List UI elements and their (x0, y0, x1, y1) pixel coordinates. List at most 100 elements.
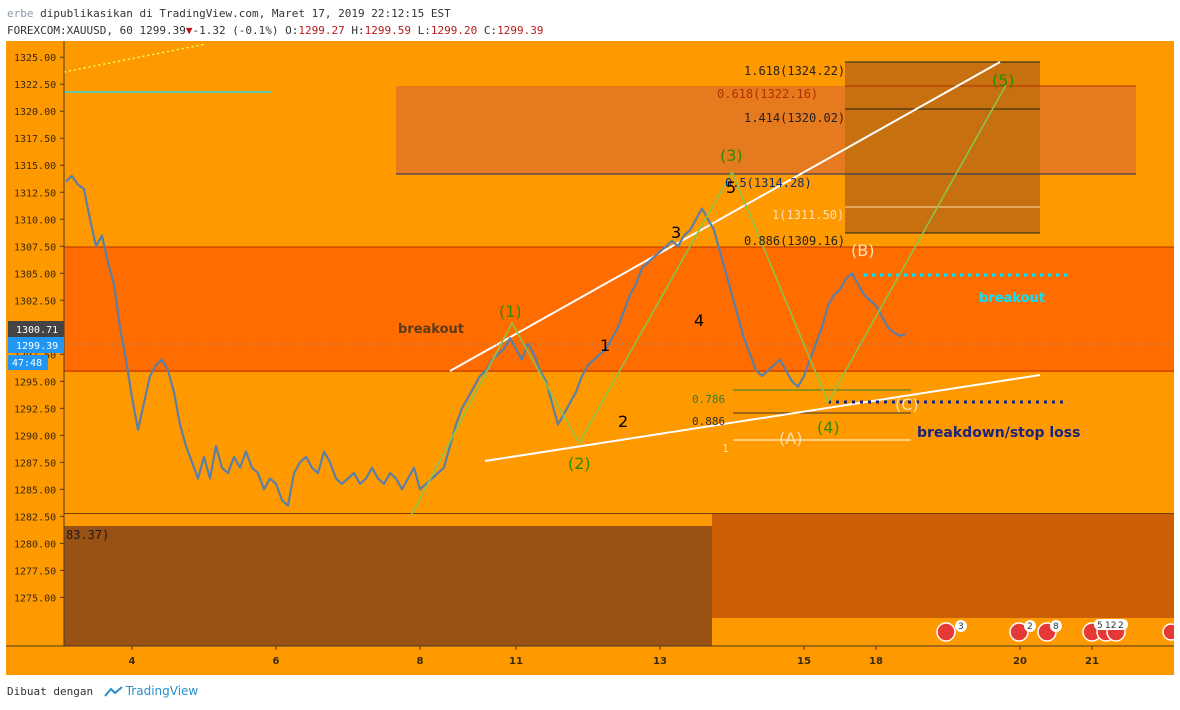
support-zone-label: 83.37) (66, 528, 109, 542)
tradingview-logo-icon (103, 686, 123, 697)
close-value: 1299.39 (497, 24, 544, 37)
breakout-right-label: breakout (979, 291, 1045, 306)
high-value: 1299.59 (364, 24, 412, 37)
y-tick-label: 1287.50 (14, 458, 56, 469)
fib-0886-lower-label: 0.886 (692, 415, 725, 428)
fib-0886-label: 0.886(1309.16) (744, 234, 845, 248)
subwave-3-label: 3 (671, 223, 681, 242)
event-badge-4 (1094, 619, 1128, 630)
elliott-wave-line (410, 84, 1007, 517)
down-triangle-icon: ▼ (185, 24, 193, 37)
last-price-label: 1299.39 (16, 341, 58, 352)
price-labels: 1300.71 1299.39 47:48 (8, 321, 64, 370)
wave-1-label: (1) (499, 302, 522, 321)
lower-trendline (484, 374, 1041, 462)
symbol-name: FOREXCOM:XAUUSD, 60 (7, 24, 133, 37)
fib-1-lower-label: 1 (722, 442, 729, 455)
event-icons[interactable]: 3 2 8 5 12 2 (936, 619, 1174, 642)
wave-4-label: (4) (817, 418, 840, 437)
x-tick-label: 13 (653, 656, 667, 667)
fib-1414-label: 1.414(1320.02) (744, 111, 845, 125)
price-series-line (65, 174, 907, 507)
event-badge-1 (955, 620, 967, 632)
wave-b-label: (B) (851, 241, 874, 260)
last-price: 1299.39 (139, 24, 186, 37)
event-count-3: 8 (1053, 622, 1059, 632)
subwave-1-label: 1 (600, 336, 610, 355)
fib-0786-lower-label: 0.786 (692, 393, 725, 406)
publish-info: dipublikasikan di TradingView.com, Maret… (40, 7, 451, 20)
y-tick-label: 1280.00 (14, 539, 56, 550)
wave-labels: (1) (2) (3) (4) (5) 1 2 3 4 5 (A) (B) (C… (499, 71, 1015, 473)
y-tick-label: 1282.50 (14, 512, 56, 523)
open-value: 1299.27 (298, 24, 345, 37)
level-label-bg (8, 321, 64, 337)
x-tick-label: 21 (1085, 656, 1099, 667)
wave-3-label: (3) (720, 146, 743, 165)
high-label: H: (351, 24, 365, 37)
event-badge-3 (1050, 620, 1062, 632)
x-tick-label: 20 (1013, 656, 1027, 667)
y-tick-label: 1320.00 (14, 107, 56, 118)
breakdown-label: breakdown/stop loss (917, 425, 1080, 441)
support-zone-top-line (64, 513, 1174, 514)
flag-icon-1[interactable] (936, 622, 956, 642)
breakout-left-label: breakout (398, 322, 464, 337)
support-zone-left (64, 526, 712, 646)
y-tick-label: 1295.00 (14, 377, 56, 388)
made-with-text: Dibuat dengan (7, 685, 94, 698)
x-tick-label: 11 (509, 656, 523, 667)
y-tick-label: 1322.50 (14, 80, 56, 91)
last-price-label-bg (8, 337, 64, 353)
price-change: -1.32 (-0.1%) (192, 24, 279, 37)
wave-5-label: (5) (992, 71, 1015, 90)
y-tick-label: 1317.50 (14, 134, 56, 145)
event-count-2: 2 (1027, 622, 1033, 632)
support-zone-right (712, 514, 1174, 618)
fib-0618-label: 0.618(1322.16) (717, 87, 818, 101)
wave-a-label: (A) (779, 429, 802, 448)
y-tick-label: 1307.50 (14, 242, 56, 253)
y-tick-label: 1312.50 (14, 188, 56, 199)
y-tick-label: 1302.50 (14, 296, 56, 307)
upper-trendline (449, 61, 1001, 372)
subwave-2-label: 2 (618, 412, 628, 431)
y-tick-label: 1315.00 (14, 161, 56, 172)
tradingview-brand-link[interactable]: TradingView (125, 684, 199, 698)
x-axis-ticks: 4 6 8 11 13 15 18 20 21 (129, 646, 1099, 667)
publish-line: erbe dipublikasikan di TradingView.com, … (7, 7, 451, 20)
x-tick-label: 4 (129, 656, 136, 667)
close-label: C: (483, 24, 498, 37)
resistance-zone (64, 247, 1174, 372)
fib-1-label: 1(1311.50) (772, 208, 844, 222)
fib-labels: 1.618(1324.22) 0.618(1322.16) 1.414(1320… (66, 64, 845, 542)
x-tick-label: 18 (869, 656, 883, 667)
event-count-6: 2 (1118, 621, 1124, 631)
flag-icon-2[interactable] (1009, 622, 1029, 642)
y-tick-label: 1277.50 (14, 566, 56, 577)
fib-05-label: 0.5(1314.28) (725, 176, 812, 190)
event-badge-2 (1024, 620, 1036, 632)
fib-box-right (845, 62, 1040, 233)
flag-icon-7[interactable] (1162, 623, 1174, 641)
countdown-label: 47:48 (12, 358, 42, 369)
author-name[interactable]: erbe (7, 7, 34, 20)
event-count-5: 12 (1105, 621, 1116, 631)
yellow-dotted-line (63, 43, 207, 73)
event-count-1: 3 (958, 622, 964, 632)
level-label: 1300.71 (16, 325, 58, 336)
y-tick-label: 1305.00 (14, 269, 56, 280)
x-tick-label: 8 (417, 656, 424, 667)
y-tick-label: 1285.00 (14, 485, 56, 496)
event-count-4: 5 (1097, 621, 1103, 631)
ohlc-line: FOREXCOM:XAUUSD, 60 1299.39▼-1.32 (-0.1%… (7, 24, 543, 37)
y-tick-label: 1325.00 (14, 53, 56, 64)
x-tick-label: 6 (273, 656, 280, 667)
price-chart[interactable]: 1275.00 1277.50 1280.00 1282.50 1285.00 1287.… (6, 41, 1174, 675)
y-tick-label: 1290.00 (14, 431, 56, 442)
low-value: 1299.20 (430, 24, 478, 37)
open-label: O: (285, 24, 299, 37)
wave-c-label: (C) (895, 395, 919, 414)
y-tick-label: 1310.00 (14, 215, 56, 226)
subwave-5-label: 5 (726, 178, 736, 197)
